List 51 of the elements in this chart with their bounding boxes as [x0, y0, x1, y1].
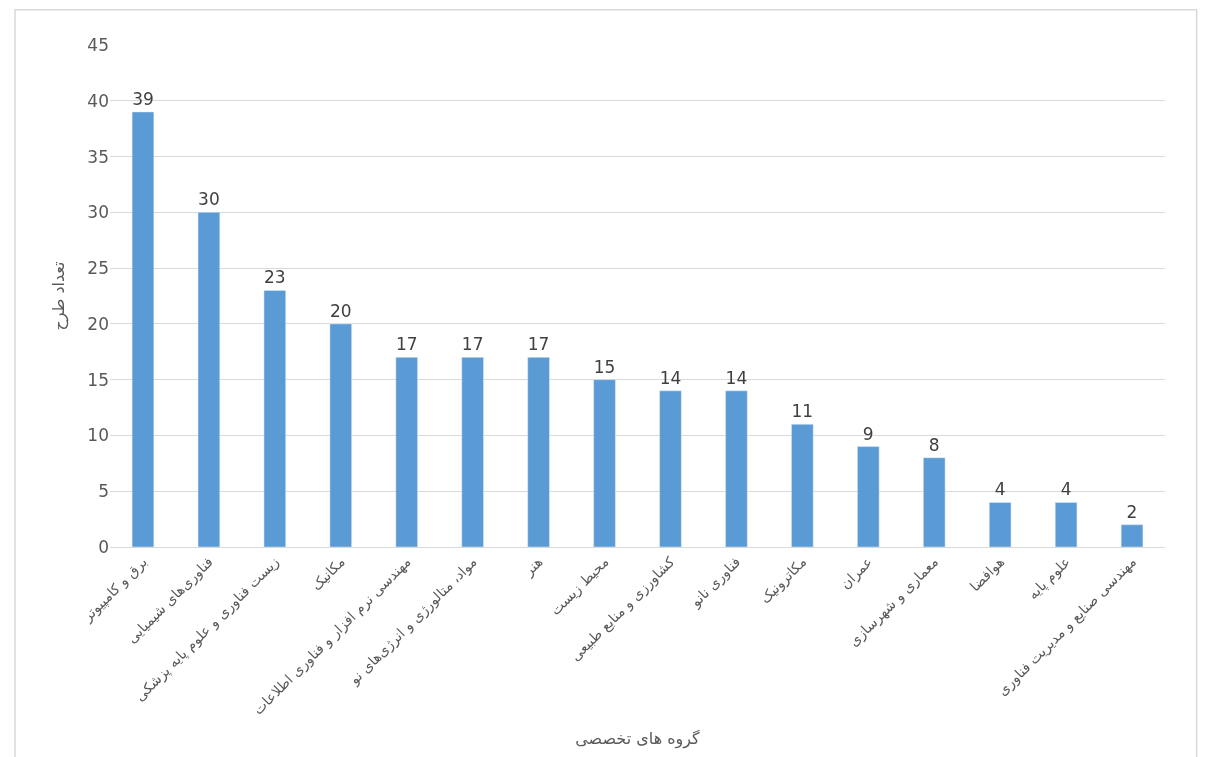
- bar: [659, 390, 682, 547]
- y-tick-label: 45: [87, 34, 109, 55]
- data-label: 4: [994, 479, 1006, 500]
- x-tick-label: مکاترونیک: [756, 553, 811, 607]
- bar: [527, 357, 550, 547]
- y-tick-label: 20: [87, 313, 109, 334]
- bar: [1120, 524, 1144, 547]
- y-tick-label: 25: [87, 258, 109, 279]
- data-label: 4: [1060, 479, 1072, 500]
- data-label: 14: [725, 367, 748, 388]
- data-label: 15: [593, 356, 616, 377]
- data-label: 17: [395, 334, 418, 355]
- bar: [791, 424, 814, 547]
- bar: [857, 446, 880, 547]
- x-tick-label: علوم پایه: [1024, 553, 1074, 603]
- bar: [131, 111, 155, 547]
- data-label: 2: [1126, 501, 1138, 522]
- bar: [395, 357, 418, 547]
- data-label: 17: [527, 334, 550, 355]
- bar: [329, 323, 352, 547]
- y-tick-label: 10: [87, 425, 109, 446]
- data-label: 9: [862, 423, 874, 444]
- y-tick-label: 40: [87, 90, 109, 111]
- data-label: 17: [461, 334, 484, 355]
- bar: [197, 212, 221, 547]
- bar: [1054, 502, 1078, 547]
- bar: [725, 390, 748, 547]
- x-tick-label: هوافضا: [966, 553, 1008, 595]
- bar: [989, 502, 1012, 547]
- x-tick-label: عمران: [836, 553, 877, 593]
- y-tick-label: 35: [87, 146, 109, 167]
- data-label: 30: [198, 189, 220, 210]
- x-tick-label: هنر: [519, 553, 547, 580]
- data-label: 39: [132, 88, 154, 109]
- data-label: 11: [791, 401, 814, 422]
- data-label: 23: [264, 267, 286, 288]
- x-tick-label: فناوری نانو: [686, 553, 745, 612]
- bar: [593, 379, 616, 547]
- y-tick-label: 5: [98, 481, 109, 502]
- y-axis-title: تعداد طرح: [49, 261, 70, 331]
- bar: [263, 290, 286, 547]
- bar: [461, 357, 484, 547]
- x-tick-label: مکانیک: [308, 553, 348, 594]
- y-tick-label: 15: [87, 369, 109, 390]
- bar: [923, 457, 946, 547]
- data-label: 20: [329, 300, 352, 321]
- y-tick-label: 30: [87, 202, 109, 223]
- x-axis-title: گروه های تخصصی: [575, 729, 701, 750]
- y-tick-label: 0: [98, 536, 109, 557]
- data-label: 8: [928, 434, 940, 455]
- data-label: 14: [659, 367, 682, 388]
